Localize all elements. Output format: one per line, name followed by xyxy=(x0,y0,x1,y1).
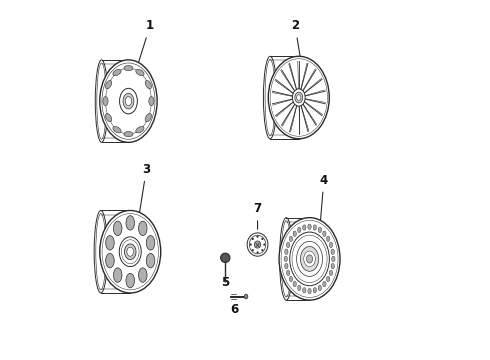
Ellipse shape xyxy=(127,247,134,256)
Ellipse shape xyxy=(326,236,330,242)
Ellipse shape xyxy=(145,113,151,122)
Ellipse shape xyxy=(289,236,293,242)
Ellipse shape xyxy=(308,288,311,294)
Ellipse shape xyxy=(285,264,288,269)
Ellipse shape xyxy=(114,221,122,235)
Ellipse shape xyxy=(303,225,306,230)
Text: 5: 5 xyxy=(221,276,229,289)
Ellipse shape xyxy=(307,255,313,263)
Ellipse shape xyxy=(124,131,133,137)
Circle shape xyxy=(256,251,259,253)
Ellipse shape xyxy=(105,81,112,89)
Ellipse shape xyxy=(287,270,290,275)
Ellipse shape xyxy=(290,232,329,286)
Ellipse shape xyxy=(323,282,326,287)
Text: 4: 4 xyxy=(320,174,328,220)
Ellipse shape xyxy=(139,268,147,282)
Ellipse shape xyxy=(332,256,335,262)
Ellipse shape xyxy=(279,218,340,300)
Text: 3: 3 xyxy=(140,163,150,212)
Ellipse shape xyxy=(293,89,305,106)
Ellipse shape xyxy=(313,225,317,230)
Ellipse shape xyxy=(287,242,290,248)
Ellipse shape xyxy=(303,288,306,293)
Ellipse shape xyxy=(114,268,122,282)
Ellipse shape xyxy=(329,242,333,248)
Ellipse shape xyxy=(106,235,114,250)
Ellipse shape xyxy=(126,216,135,230)
Text: 2: 2 xyxy=(291,19,300,57)
Ellipse shape xyxy=(124,66,133,71)
Ellipse shape xyxy=(326,276,330,282)
Ellipse shape xyxy=(113,126,121,133)
Circle shape xyxy=(250,243,252,246)
Ellipse shape xyxy=(136,126,144,133)
Ellipse shape xyxy=(329,270,333,275)
Ellipse shape xyxy=(147,235,155,250)
Ellipse shape xyxy=(119,237,141,266)
Ellipse shape xyxy=(105,113,112,122)
Text: 1: 1 xyxy=(138,19,154,63)
Ellipse shape xyxy=(100,211,161,293)
Ellipse shape xyxy=(308,224,311,229)
Ellipse shape xyxy=(125,96,132,105)
Ellipse shape xyxy=(296,95,301,100)
Circle shape xyxy=(263,243,266,246)
Ellipse shape xyxy=(295,92,303,103)
Ellipse shape xyxy=(323,231,326,237)
Circle shape xyxy=(220,253,230,262)
Ellipse shape xyxy=(120,88,137,114)
Ellipse shape xyxy=(123,93,134,109)
Ellipse shape xyxy=(145,81,151,89)
Ellipse shape xyxy=(245,294,248,299)
Ellipse shape xyxy=(139,221,147,235)
Ellipse shape xyxy=(100,60,157,142)
Ellipse shape xyxy=(247,233,268,256)
Ellipse shape xyxy=(313,288,317,293)
Ellipse shape xyxy=(318,227,321,233)
Ellipse shape xyxy=(289,276,293,282)
Ellipse shape xyxy=(331,264,334,269)
Ellipse shape xyxy=(149,96,154,105)
Circle shape xyxy=(252,238,254,240)
Ellipse shape xyxy=(269,56,329,139)
Ellipse shape xyxy=(284,256,288,262)
Ellipse shape xyxy=(297,227,301,233)
Ellipse shape xyxy=(113,69,121,76)
Ellipse shape xyxy=(293,282,296,287)
Ellipse shape xyxy=(254,241,261,248)
Ellipse shape xyxy=(297,285,301,291)
Ellipse shape xyxy=(300,247,318,271)
Ellipse shape xyxy=(106,253,114,268)
Text: 6: 6 xyxy=(230,297,240,316)
Circle shape xyxy=(261,249,264,251)
Circle shape xyxy=(252,249,254,251)
Ellipse shape xyxy=(318,285,321,291)
Ellipse shape xyxy=(147,253,155,268)
Ellipse shape xyxy=(285,249,288,255)
Ellipse shape xyxy=(124,244,136,260)
Circle shape xyxy=(261,238,264,240)
Ellipse shape xyxy=(136,69,144,76)
Ellipse shape xyxy=(331,249,334,255)
Ellipse shape xyxy=(103,96,108,105)
Circle shape xyxy=(256,235,259,238)
Ellipse shape xyxy=(293,231,296,237)
Text: 7: 7 xyxy=(253,202,262,229)
Ellipse shape xyxy=(126,273,135,288)
Ellipse shape xyxy=(304,251,316,267)
